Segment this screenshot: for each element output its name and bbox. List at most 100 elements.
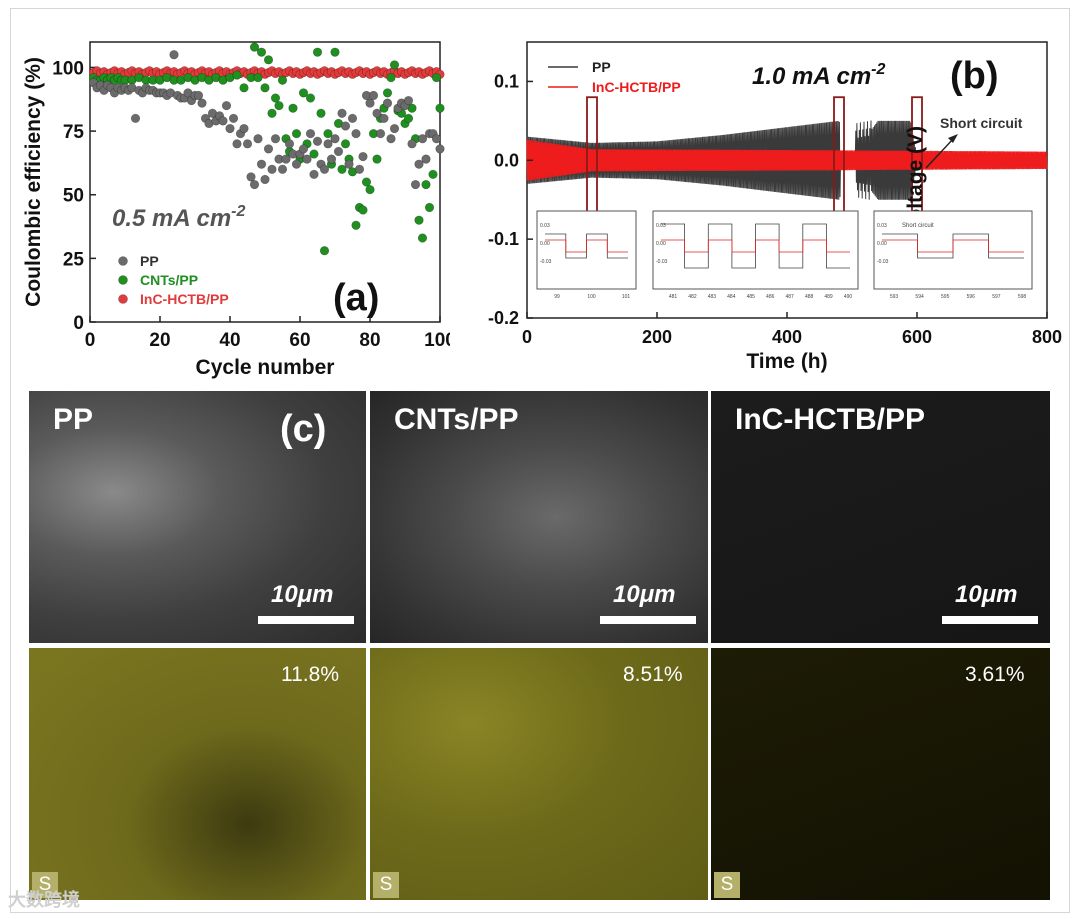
data-point-pp xyxy=(218,116,228,126)
y-tick-label-b: -0.1 xyxy=(488,229,519,249)
x-tick-label-b: 200 xyxy=(642,327,672,347)
inset-x-tick-label: 483 xyxy=(708,294,717,300)
short-circuit-arrowhead xyxy=(948,134,958,143)
data-point-pp xyxy=(246,172,256,182)
data-point-pp xyxy=(389,123,400,134)
inset-inchctb-trace xyxy=(882,239,1024,253)
inset-y-tick-label: 0.00 xyxy=(540,241,550,247)
data-point-pp xyxy=(323,139,333,149)
legend-marker-a xyxy=(118,275,128,285)
inset-x-tick-label: 487 xyxy=(785,294,794,300)
inset-x-tick-label: 485 xyxy=(747,294,756,300)
inset-x-tick-label: 489 xyxy=(824,294,833,300)
inset-x-tick-label: 597 xyxy=(992,294,1001,300)
data-point-pp xyxy=(358,151,368,162)
scale-bar-label: 10μm xyxy=(955,581,1018,608)
data-point-pp xyxy=(407,139,417,149)
data-point-cnts xyxy=(316,108,326,118)
legend-marker-a xyxy=(118,294,128,304)
y-tick-label-b: 0.0 xyxy=(494,150,519,170)
chart-a: 0 20 40 60 80 100 0 25 50 75 100 Cycle number Coulom… xyxy=(22,41,450,379)
data-point-pp xyxy=(337,108,347,118)
scale-bar xyxy=(258,616,354,624)
data-point-pp xyxy=(351,129,361,139)
x-tick-label-a: 0 xyxy=(85,330,96,351)
data-point-cnts xyxy=(312,47,323,57)
data-point-pp xyxy=(340,121,351,131)
panel-label-a: (a) xyxy=(333,277,379,319)
sem-label: CNTs/PP xyxy=(394,403,519,436)
data-point-pp xyxy=(253,134,263,144)
data-point-cnts xyxy=(291,129,302,139)
x-tick-label-b: 400 xyxy=(772,327,802,347)
data-point-pp xyxy=(344,159,354,169)
data-point-cnts xyxy=(403,113,414,123)
data-point-cnts xyxy=(351,220,361,230)
inset-y-tick-label: 0.03 xyxy=(877,223,887,229)
rate-annotation-b: 1.0 mA cm-2 xyxy=(752,61,886,90)
data-point-pp xyxy=(382,98,393,108)
data-point-pp xyxy=(225,123,235,134)
data-point-cnts xyxy=(305,93,316,103)
short-circuit-label: Short circuit xyxy=(940,115,1023,131)
y-axis-label-b: Voltage (V) xyxy=(904,126,927,234)
data-point-cnts xyxy=(365,185,375,195)
legend-label-b: InC-HCTB/PP xyxy=(592,79,681,95)
inset-x-tick-label: 490 xyxy=(844,294,853,300)
inset-x-tick-label: 594 xyxy=(915,294,924,300)
y-tick-label-a: 25 xyxy=(63,249,85,270)
inset-x-tick-label: 101 xyxy=(622,294,631,300)
x-tick-label-b: 800 xyxy=(1032,327,1062,347)
data-point-pp xyxy=(291,159,302,169)
x-axis-label-a: Cycle number xyxy=(196,356,335,379)
data-point-pp xyxy=(284,139,295,149)
data-point-cnts xyxy=(309,149,319,159)
data-point-pp xyxy=(431,134,442,144)
scale-bar-label: 10μm xyxy=(271,581,334,608)
sulfur-percent: 11.8% xyxy=(281,663,339,686)
inset-x-tick-label: 482 xyxy=(688,294,697,300)
inset-y-tick-label: 0.03 xyxy=(540,223,550,229)
data-point-pp xyxy=(421,154,431,164)
data-point-cnts xyxy=(277,75,288,85)
data-point-cnts xyxy=(372,154,382,164)
data-point-cnts xyxy=(358,205,368,215)
inset-x-tick-label: 481 xyxy=(669,294,678,300)
inset-y-tick-label: -0.03 xyxy=(540,259,552,265)
sem-image xyxy=(370,391,708,643)
data-point-pp xyxy=(232,139,242,149)
short-circuit-arrow xyxy=(925,137,955,169)
y-tick-label-b: -0.2 xyxy=(488,308,519,328)
rate-annotation-a: 0.5 mA cm-2 xyxy=(112,203,246,232)
data-point-cnts xyxy=(431,73,442,83)
data-point-pp xyxy=(260,174,270,185)
legend-marker-a xyxy=(118,256,128,266)
data-point-cnts xyxy=(389,60,400,70)
sem-label: InC-HCTB/PP xyxy=(735,403,925,436)
data-point-cnts xyxy=(382,88,393,98)
data-point-pp xyxy=(302,154,312,164)
data-point-pp xyxy=(305,129,316,139)
inset-x-tick-label: 100 xyxy=(587,294,596,300)
y-tick-label-a: 0 xyxy=(73,313,84,334)
data-point-cnts xyxy=(337,164,347,174)
eds-sulfur-map xyxy=(29,648,366,900)
x-tick-label-b: 600 xyxy=(902,327,932,347)
sulfur-percent: 8.51% xyxy=(623,663,683,686)
data-point-pp xyxy=(267,164,277,174)
inset-y-tick-label: 0.00 xyxy=(656,241,666,247)
data-point-pp xyxy=(330,134,340,144)
data-point-cnts xyxy=(232,70,242,80)
x-tick-label-a: 40 xyxy=(219,330,240,351)
legend-label-a: PP xyxy=(140,253,159,269)
y-tick-label-a: 75 xyxy=(63,122,85,143)
data-point-cnts xyxy=(421,179,431,190)
data-point-cnts xyxy=(270,93,281,103)
data-point-cnts xyxy=(274,101,284,111)
sem-image xyxy=(29,391,366,643)
rate-annotation-sup-a: -2 xyxy=(231,203,245,220)
data-point-pp xyxy=(169,50,179,60)
y-tick-label-a: 100 xyxy=(52,58,84,79)
x-tick-label-b: 0 xyxy=(522,327,532,347)
data-point-pp xyxy=(197,98,207,108)
